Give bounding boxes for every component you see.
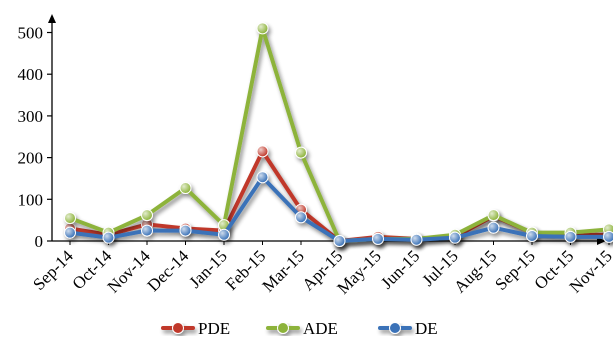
legend-swatch-point [277, 322, 289, 334]
y-tick-label: 0 [35, 232, 44, 251]
data-point-highlight [334, 235, 345, 247]
x-tick-label: Sep-15 [491, 246, 538, 293]
series-ade [64, 22, 613, 247]
data-point-highlight [295, 211, 307, 223]
data-point-highlight [103, 232, 114, 244]
legend-item-pde [161, 322, 195, 334]
data-point-highlight [218, 229, 230, 241]
data-point-highlight [257, 145, 268, 157]
data-point-highlight [180, 225, 191, 237]
x-tick-label: Aug-15 [450, 246, 500, 296]
data-point-highlight [526, 230, 538, 242]
legend-label: DE [415, 319, 438, 338]
data-point-highlight [257, 171, 268, 183]
data-point-highlight [141, 209, 153, 221]
legend-swatch-point [172, 322, 184, 334]
data-point-highlight [64, 212, 76, 224]
x-tick-label: Jun-15 [377, 246, 423, 292]
y-tick-label: 400 [18, 65, 44, 84]
series-line [68, 26, 611, 243]
y-tick-label: 200 [18, 149, 44, 168]
legend-swatch-point [389, 322, 401, 334]
data-point-highlight [64, 227, 76, 239]
data-point-highlight [180, 182, 191, 194]
data-point-highlight [295, 147, 307, 159]
legend-label: ADE [303, 319, 338, 338]
x-tick-label: Nov-15 [566, 246, 613, 296]
data-point-highlight [565, 231, 576, 243]
data-point-highlight [488, 222, 499, 234]
x-tick-label: Jan-15 [185, 246, 230, 291]
data-point-highlight [257, 22, 268, 34]
legend-label: PDE [198, 319, 230, 338]
data-point-highlight [603, 231, 613, 243]
x-tick-label: May-15 [333, 246, 384, 297]
data-point-highlight [372, 233, 384, 245]
y-tick-label: 100 [18, 190, 44, 209]
x-axis-arrow [597, 237, 606, 245]
y-tick-label: 500 [18, 24, 44, 43]
legend-item-de [378, 322, 412, 334]
data-point-highlight [449, 232, 461, 244]
series-de [64, 171, 613, 247]
data-point-highlight [411, 234, 422, 246]
x-tick-label: Dec-14 [144, 246, 193, 295]
y-tick-label: 300 [18, 107, 44, 126]
y-axis-arrow [48, 14, 56, 23]
legend-item-ade [266, 322, 300, 334]
x-tick-label: Sep-14 [29, 246, 77, 294]
x-tick-label: Nov-14 [104, 246, 155, 297]
data-point-highlight [488, 209, 499, 221]
data-point-highlight [141, 225, 153, 237]
x-tick-label: Mar-15 [259, 246, 308, 295]
